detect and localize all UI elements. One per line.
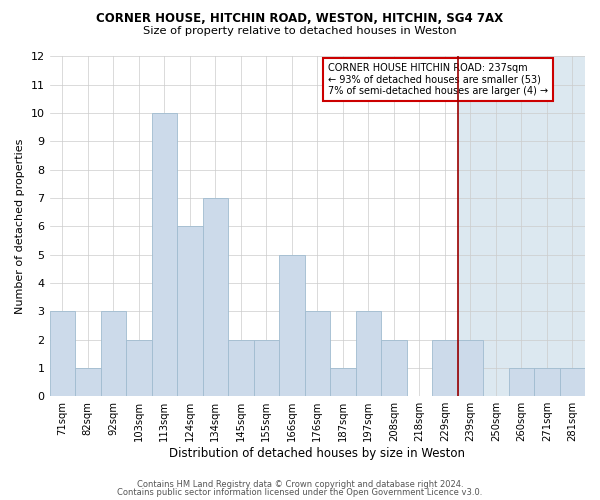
Bar: [254, 340, 279, 396]
Bar: [279, 254, 305, 396]
Text: Contains public sector information licensed under the Open Government Licence v3: Contains public sector information licen…: [118, 488, 482, 497]
Bar: [126, 340, 152, 396]
Text: Contains HM Land Registry data © Crown copyright and database right 2024.: Contains HM Land Registry data © Crown c…: [137, 480, 463, 489]
Bar: [458, 56, 585, 396]
X-axis label: Distribution of detached houses by size in Weston: Distribution of detached houses by size …: [169, 447, 465, 460]
Bar: [509, 368, 534, 396]
Bar: [534, 368, 560, 396]
Bar: [356, 312, 381, 396]
Bar: [458, 340, 483, 396]
Text: Size of property relative to detached houses in Weston: Size of property relative to detached ho…: [143, 26, 457, 36]
Bar: [50, 312, 75, 396]
Bar: [177, 226, 203, 396]
Bar: [381, 340, 407, 396]
Text: CORNER HOUSE HITCHIN ROAD: 237sqm
← 93% of detached houses are smaller (53)
7% o: CORNER HOUSE HITCHIN ROAD: 237sqm ← 93% …: [328, 64, 548, 96]
Y-axis label: Number of detached properties: Number of detached properties: [15, 138, 25, 314]
Bar: [330, 368, 356, 396]
Bar: [75, 368, 101, 396]
Bar: [152, 113, 177, 396]
Text: CORNER HOUSE, HITCHIN ROAD, WESTON, HITCHIN, SG4 7AX: CORNER HOUSE, HITCHIN ROAD, WESTON, HITC…: [97, 12, 503, 26]
Bar: [432, 340, 458, 396]
Bar: [228, 340, 254, 396]
Bar: [203, 198, 228, 396]
Bar: [305, 312, 330, 396]
Bar: [560, 368, 585, 396]
Bar: [101, 312, 126, 396]
